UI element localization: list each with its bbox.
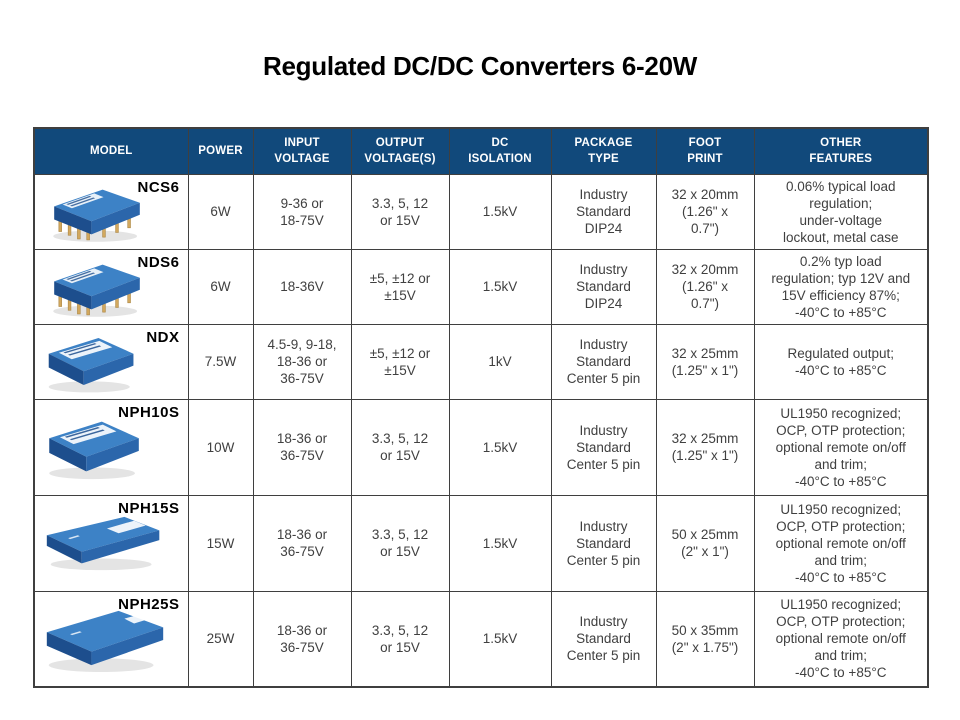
cell-output-voltages: ±5, ±12 or ±15V	[350, 248, 450, 325]
cell-other-features: 0.2% typ load regulation; typ 12V and 15…	[753, 248, 929, 325]
cell-output-voltages: 3.3, 5, 12 or 15V	[350, 590, 450, 688]
cell-input-voltage: 4.5-9, 9-18, 18-36 or 36-75V	[252, 323, 352, 400]
cell-model: NPH15S	[33, 494, 189, 592]
cell-input-voltage: 18-36 or 36-75V	[252, 398, 352, 496]
cell-power: 7.5W	[187, 323, 254, 400]
cell-foot-print: 32 x 25mm (1.25" x 1")	[655, 398, 755, 496]
cell-output-voltages: 3.3, 5, 12 or 15V	[350, 173, 450, 250]
column-header-output-voltages: OUTPUT VOLTAGE(S)	[350, 127, 450, 175]
cell-other-features: Regulated output; -40°C to +85°C	[753, 323, 929, 400]
model-name: NCS6	[137, 178, 180, 196]
table-row-nph15s: NPH15S 15W 18-36 or 36-75V 3.3, 5, 12 or…	[33, 494, 929, 592]
column-header-dc-isolation: DC ISOLATION	[448, 127, 552, 175]
cell-input-voltage: 18-36 or 36-75V	[252, 494, 352, 592]
cell-dc-isolation: 1.5kV	[448, 494, 552, 592]
cell-output-voltages: ±5, ±12 or ±15V	[350, 323, 450, 400]
cell-dc-isolation: 1.5kV	[448, 173, 552, 250]
cell-other-features: UL1950 recognized; OCP, OTP protection; …	[753, 590, 929, 688]
table-row-ncs6: NCS6 6W 9-36 or 18-75V 3.3, 5, 12 or 15V…	[33, 173, 929, 250]
nds6-module-photo	[41, 253, 153, 320]
model-name: NDS6	[137, 253, 180, 271]
cell-package-type: Industry Standard DIP24	[550, 173, 657, 250]
column-header-power: POWER	[187, 127, 254, 175]
cell-foot-print: 50 x 25mm (2" x 1")	[655, 494, 755, 592]
cell-model: NDS6	[33, 248, 189, 325]
cell-other-features: 0.06% typical load regulation; under-vol…	[753, 173, 929, 250]
cell-power: 6W	[187, 173, 254, 250]
cell-other-features: UL1950 recognized; OCP, OTP protection; …	[753, 398, 929, 496]
cell-model: NPH25S	[33, 590, 189, 688]
cell-power: 15W	[187, 494, 254, 592]
cell-input-voltage: 18-36 or 36-75V	[252, 590, 352, 688]
cell-dc-isolation: 1.5kV	[448, 398, 552, 496]
cell-foot-print: 32 x 25mm (1.25" x 1")	[655, 323, 755, 400]
cell-power: 25W	[187, 590, 254, 688]
cell-input-voltage: 18-36V	[252, 248, 352, 325]
model-name: NPH25S	[118, 595, 180, 613]
cell-output-voltages: 3.3, 5, 12 or 15V	[350, 494, 450, 592]
model-name: NPH15S	[118, 499, 180, 517]
cell-foot-print: 32 x 20mm (1.26" x 0.7")	[655, 173, 755, 250]
cell-model: NPH10S	[33, 398, 189, 496]
cell-power: 6W	[187, 248, 254, 325]
cell-power: 10W	[187, 398, 254, 496]
table-row-ndx: NDX 7.5W 4.5-9, 9-18, 18-36 or 36-75V ±5…	[33, 323, 929, 400]
cell-package-type: Industry Standard DIP24	[550, 248, 657, 325]
ndx-module-photo	[41, 327, 143, 397]
cell-dc-isolation: 1kV	[448, 323, 552, 400]
cell-other-features: UL1950 recognized; OCP, OTP protection; …	[753, 494, 929, 592]
cell-dc-isolation: 1.5kV	[448, 248, 552, 325]
column-header-other-features: OTHER FEATURES	[753, 127, 929, 175]
column-header-input-voltage: INPUT VOLTAGE	[252, 127, 352, 175]
cell-input-voltage: 9-36 or 18-75V	[252, 173, 352, 250]
page-title: Regulated DC/DC Converters 6-20W	[263, 51, 697, 81]
table-row-nds6: NDS6 6W 18-36V ±5, ±12 or ±15V 1.5kV Ind…	[33, 248, 929, 325]
cell-package-type: Industry Standard Center 5 pin	[550, 398, 657, 496]
table-row-nph25s: NPH25S 25W 18-36 or 36-75V 3.3, 5, 12 or…	[33, 590, 929, 688]
ncs6-module-photo	[41, 178, 153, 245]
header-row: MODEL POWER INPUT VOLTAGE OUTPUT VOLTAGE…	[33, 127, 929, 175]
converters-table: MODEL POWER INPUT VOLTAGE OUTPUT VOLTAGE…	[33, 127, 929, 688]
nph15s-module-photo	[41, 509, 169, 577]
cell-package-type: Industry Standard Center 5 pin	[550, 323, 657, 400]
model-name: NPH10S	[118, 403, 180, 421]
cell-dc-isolation: 1.5kV	[448, 590, 552, 688]
model-name: NDX	[146, 328, 180, 346]
column-header-foot-print: FOOT PRINT	[655, 127, 755, 175]
cell-model: NCS6	[33, 173, 189, 250]
cell-foot-print: 32 x 20mm (1.26" x 0.7")	[655, 248, 755, 325]
cell-package-type: Industry Standard Center 5 pin	[550, 494, 657, 592]
cell-model: NDX	[33, 323, 189, 400]
cell-package-type: Industry Standard Center 5 pin	[550, 590, 657, 688]
table-row-nph10s: NPH10S 10W 18-36 or 36-75V 3.3, 5, 12 or…	[33, 398, 929, 496]
column-header-model: MODEL	[33, 127, 189, 175]
cell-foot-print: 50 x 35mm (2" x 1.75")	[655, 590, 755, 688]
cell-output-voltages: 3.3, 5, 12 or 15V	[350, 398, 450, 496]
column-header-package-type: PACKAGE TYPE	[550, 127, 657, 175]
